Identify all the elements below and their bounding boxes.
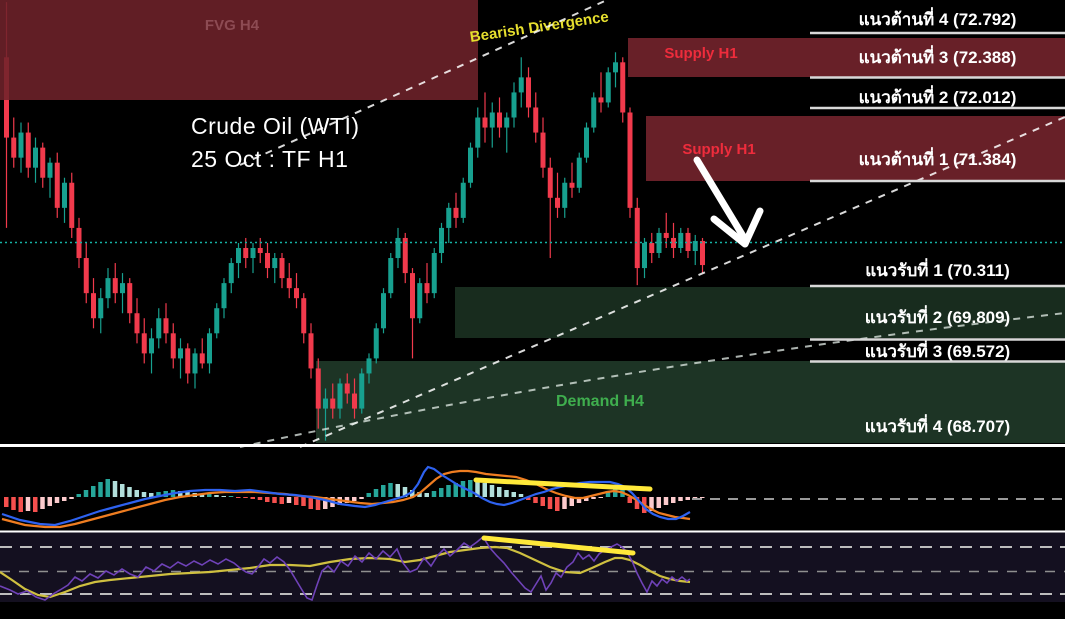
main-macd-separator [0,444,1065,447]
candlesticks [4,2,705,441]
white-arrow[interactable] [693,156,764,248]
upper-channel-dashed [239,0,608,166]
supply-h1-label-1[interactable]: Supply H1 [664,45,738,62]
rising-trendline-dashed [299,116,1065,448]
support-4-label[interactable]: แนวรับที่ 4 (68.707) [864,417,1011,436]
chart-title-line2: 25 Oct : TF H1 [191,146,349,172]
supply-zones [0,0,1065,181]
resistance-1-label[interactable]: แนวต้านที่ 1 (71.384) [858,150,1017,169]
rsi-indicator [0,535,1065,602]
fvg-h4-zone [0,0,478,100]
resistance-2-label[interactable]: แนวต้านที่ 2 (72.012) [858,88,1017,107]
level-underlines [810,31,1065,363]
demand-h4-zone [316,361,1065,443]
chart-title-line1: Crude Oil (WTI) [191,113,360,139]
fvg-h4-label[interactable]: FVG H4 [204,17,260,34]
chart-title: Crude Oil (WTI) 25 Oct : TF H1 [191,110,360,176]
panel-separators [0,444,1065,533]
rsi-line [0,535,691,602]
macd-rsi-separator [0,530,1065,533]
support-3-label[interactable]: แนวรับที่ 3 (69.572) [864,342,1011,361]
rsi-divergence-trendline [481,535,636,556]
macd-signal-line [1,469,691,529]
resistance-3-label[interactable]: แนวต้านที่ 3 (72.388) [858,48,1017,67]
macd-line [1,465,691,527]
support2-zone [455,287,1065,338]
supply-h1-zone-2 [646,116,1065,181]
support-1-label[interactable]: แนวรับที่ 1 (70.311) [865,261,1010,280]
dashed-trendlines[interactable] [0,0,1065,448]
macd-divergence-trendline [473,477,653,492]
support-2-label[interactable]: แนวรับที่ 2 (69.809) [864,308,1011,327]
supply-h1-zone-1 [628,38,1065,77]
resistance-4-label[interactable]: แนวต้านที่ 4 (72.792) [858,10,1017,29]
curved-support-dashed [239,312,1065,448]
rsi-ma-line [0,545,691,599]
yellow-divergence-trendlines[interactable] [473,477,653,556]
supply-h1-label-2[interactable]: Supply H1 [682,141,756,158]
macd-indicator [1,465,1065,529]
demand-h4-label[interactable]: Demand H4 [555,393,645,410]
demand-zones [316,287,1065,443]
